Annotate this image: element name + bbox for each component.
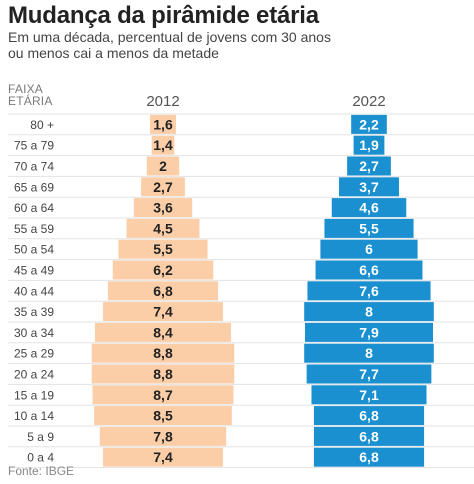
bar-2012 [126,218,200,238]
data-label-2012: 6,2 [153,262,173,278]
chart-subtitle: Em uma década, percentual de jovens com … [8,29,331,61]
bar-2022 [331,198,407,218]
data-label-2012: 8,7 [153,387,173,403]
category-label: 45 a 49 [14,264,54,278]
category-label: 65 a 69 [14,180,54,194]
bar-2022 [351,114,387,134]
bar-2012 [150,114,176,134]
bar-2022 [305,322,433,342]
data-label-2012: 6,8 [153,283,173,299]
category-label: 75 a 79 [14,139,54,153]
bar-2012 [103,447,223,467]
bar-2012 [94,322,232,342]
bar-2012 [141,177,185,197]
data-label-2012: 8,8 [153,366,173,382]
category-label: 0 a 4 [27,451,54,465]
data-label-2012: 7,4 [153,449,173,465]
bar-2012 [118,239,208,259]
bar-2012 [133,198,193,218]
data-label-2022: 5,5 [359,220,379,236]
bar-2012 [94,406,232,426]
bar-2012 [151,135,175,155]
bar-2012 [99,426,227,446]
data-label-2012: 8,4 [153,324,173,340]
category-label: 30 a 34 [14,326,54,340]
bar-2022 [353,135,385,155]
y-axis-label: FAIXA ETÁRIA [8,82,53,108]
category-label: 80 + [30,118,54,132]
bar-2022 [307,281,431,301]
bar-2022 [347,156,391,176]
chart-title: Mudança da pirâmide etária [8,2,319,29]
bar-2022 [320,239,418,259]
category-label: 20 a 24 [14,368,54,382]
category-label: 40 a 44 [14,284,54,298]
data-label-2012: 2 [159,158,167,174]
category-label: 50 a 54 [14,243,54,257]
bar-2022 [315,260,423,280]
bar-2022 [304,343,434,363]
series-label-2012: 2012 [146,93,180,110]
data-label-2022: 4,6 [359,200,379,216]
bar-2022 [304,302,434,322]
bar-2022 [311,385,427,405]
data-label-2022: 2,7 [359,158,379,174]
data-label-2022: 3,7 [359,179,379,195]
bar-2012 [112,260,214,280]
category-label: 25 a 29 [14,347,54,361]
data-label-2022: 7,9 [359,324,379,340]
bar-2022 [313,447,425,467]
data-label-2012: 4,5 [153,220,173,236]
data-label-2012: 7,8 [153,428,173,444]
data-label-2022: 7,6 [359,283,379,299]
bar-2022 [313,406,425,426]
category-label: 60 a 64 [14,201,54,215]
data-label-2022: 6,8 [359,428,379,444]
data-label-2022: 6,8 [359,449,379,465]
series-label-2022: 2022 [352,93,386,110]
category-label: 10 a 14 [14,409,54,423]
data-label-2012: 8,8 [153,345,173,361]
category-label: 35 a 39 [14,305,54,319]
data-label-2022: 8 [365,345,373,361]
data-label-2012: 3,6 [153,200,173,216]
bar-2012 [92,385,234,405]
data-label-2022: 8 [365,304,373,320]
category-label: 5 a 9 [27,430,54,444]
bar-2012 [103,302,223,322]
data-label-2012: 7,4 [153,304,173,320]
data-label-2012: 1,6 [153,116,173,132]
category-label: 70 a 74 [14,160,54,174]
data-label-2012: 5,5 [153,241,173,257]
category-label: 15 a 19 [14,388,54,402]
bar-2022 [313,426,425,446]
data-label-2022: 7,7 [359,366,379,382]
data-label-2022: 6,6 [359,262,379,278]
data-label-2012: 1,4 [153,137,173,153]
bar-2012 [107,281,219,301]
data-label-2012: 2,7 [153,179,173,195]
bar-2022 [324,218,414,238]
data-label-2022: 6 [365,241,373,257]
bar-2012 [91,343,235,363]
data-label-2012: 8,5 [153,408,173,424]
bar-2012 [146,156,180,176]
y-axis-label-text: FAIXA ETÁRIA [8,82,53,108]
bar-2022 [339,177,399,197]
data-label-2022: 7,1 [359,387,379,403]
bar-2012 [91,364,235,384]
source-note: Fonte: IBGE [8,464,75,478]
data-label-2022: 2,2 [359,116,379,132]
category-label: 55 a 59 [14,222,54,236]
data-label-2022: 1,9 [359,137,379,153]
bar-2022 [306,364,432,384]
data-label-2022: 6,8 [359,408,379,424]
